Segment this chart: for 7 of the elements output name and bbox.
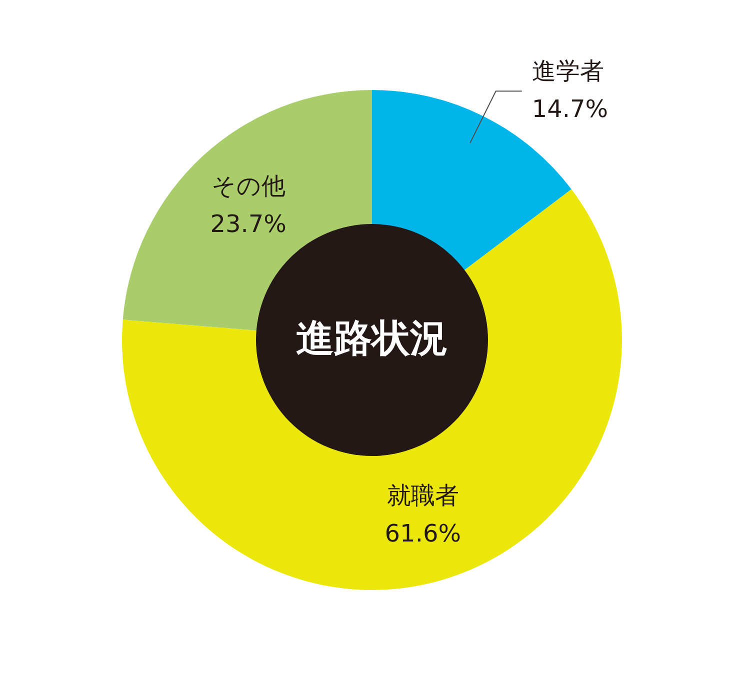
slice-label: 就職者 (386, 481, 459, 510)
slice-label: 進学者 (532, 57, 604, 86)
data-label: 23.7% (210, 210, 286, 238)
slice-label: その他 (211, 172, 286, 200)
data-label: 61.6% (384, 519, 462, 548)
text: 進路状況 (296, 316, 448, 360)
data-label: 14.7% (532, 95, 608, 124)
